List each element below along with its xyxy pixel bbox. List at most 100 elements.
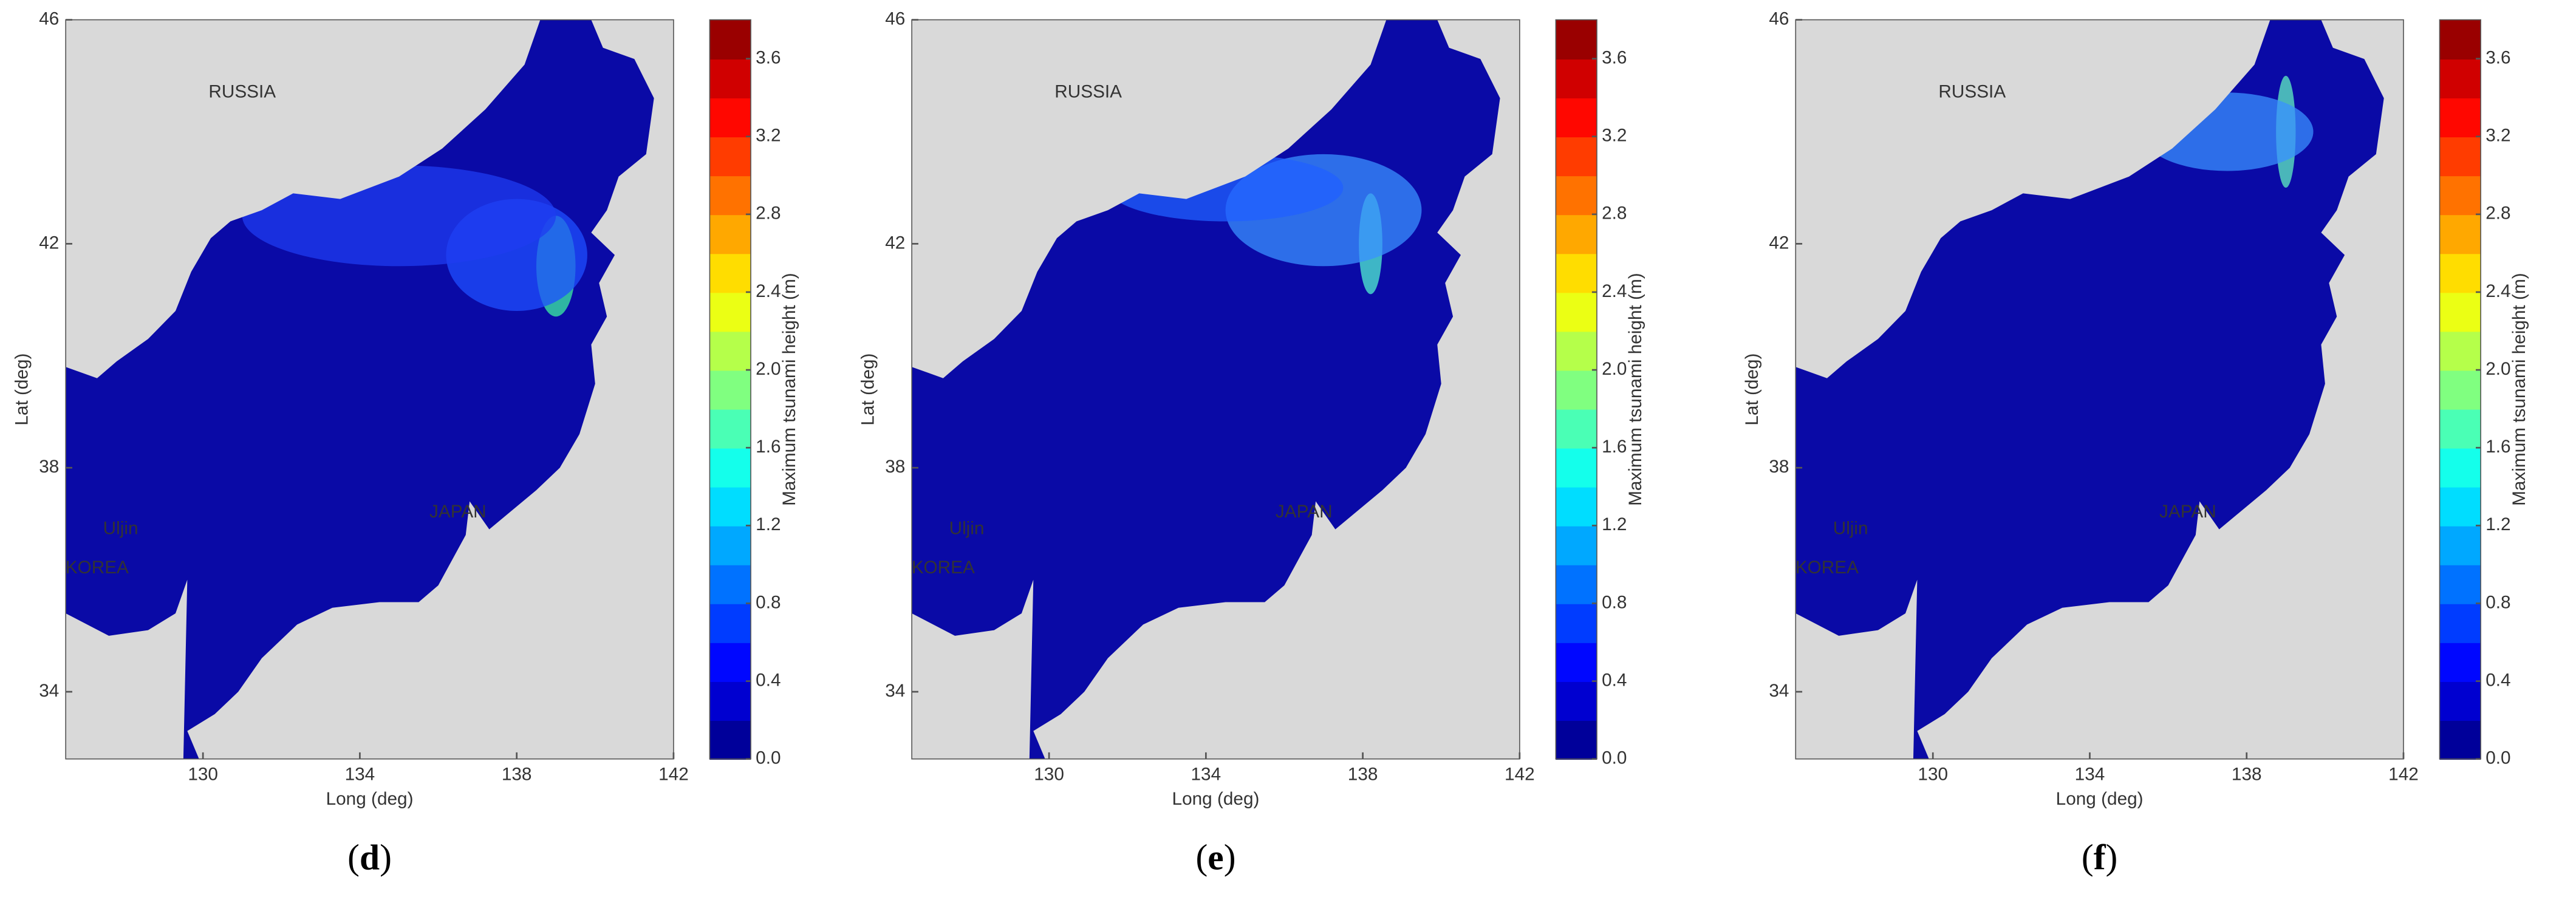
colorbar-segment — [1556, 19, 1597, 60]
place-label: KOREA — [912, 558, 975, 578]
colorbar-tick-label: 2.8 — [1602, 203, 1627, 223]
colorbar-segment — [1556, 564, 1597, 604]
plot-frame — [65, 19, 674, 760]
colorbar-segment — [1556, 642, 1597, 682]
colorbar-frame — [2439, 19, 2481, 760]
map — [1795, 19, 2404, 759]
map-panel: 130 134 138 142 34 38 42 46 Long (deg) Lat (deg) R… — [1742, 9, 2529, 877]
y-axis-label: Lat (deg) — [1742, 353, 1762, 426]
y-tick-label: 46 — [39, 9, 59, 29]
x-axis-label: Long (deg) — [1172, 789, 1260, 809]
place-label: Uljin — [1833, 519, 1868, 539]
colorbar-tick-label: 1.2 — [2485, 514, 2510, 534]
y-tick-label: 34 — [885, 681, 905, 701]
colorbar-tick-label: 0.0 — [2485, 748, 2510, 768]
colorbar-segment — [709, 253, 751, 293]
colorbar-segment — [709, 214, 751, 254]
colorbar-tick-label: 2.4 — [1602, 281, 1627, 301]
y-tick-label: 42 — [39, 233, 59, 253]
land — [912, 579, 1034, 759]
colorbar-tick-label: 2.0 — [2485, 359, 2510, 379]
colorbar-tick-label: 2.0 — [756, 359, 781, 379]
colorbar-segment — [2439, 19, 2481, 60]
colorbar-segment — [709, 603, 751, 643]
colorbar-tick-label: 2.8 — [756, 203, 781, 223]
x-tick-label: 142 — [1505, 765, 1535, 785]
colorbar-segment — [1556, 253, 1597, 293]
land — [1795, 19, 2270, 378]
y-axis-label: Lat (deg) — [12, 353, 32, 426]
colorbar-segment — [2439, 370, 2481, 410]
colorbar-segment — [1556, 370, 1597, 410]
colorbar-tick-label: 1.6 — [2485, 437, 2510, 457]
colorbar-tick-label: 0.4 — [756, 670, 781, 690]
x-tick-label: 138 — [502, 765, 532, 785]
place-label: JAPAN — [429, 502, 487, 522]
x-tick-label: 142 — [2388, 765, 2419, 785]
x-tick-label: 138 — [1348, 765, 1378, 785]
place-label: JAPAN — [1276, 502, 1333, 522]
panel-label: (d) — [347, 837, 392, 877]
y-tick-label: 38 — [39, 457, 59, 477]
y-tick-label: 42 — [1769, 233, 1789, 253]
colorbar-frame — [709, 19, 751, 760]
colorbar-segment — [709, 58, 751, 99]
colorbar-segment — [709, 448, 751, 488]
colorbar-tick-label: 0.8 — [2485, 592, 2510, 612]
colorbar-segment — [2439, 720, 2481, 760]
colorbar-segment — [1556, 486, 1597, 527]
land — [1795, 579, 1918, 759]
place-label: RUSSIA — [1938, 81, 2006, 101]
colorbar-tick-label: 3.6 — [1602, 47, 1627, 67]
colorbar-tick-label: 3.6 — [756, 47, 781, 67]
colorbar-segment — [2439, 214, 2481, 254]
colorbar-segment — [2439, 136, 2481, 177]
colorbar-segment — [2439, 175, 2481, 216]
colorbar-tick-label: 0.8 — [1602, 592, 1627, 612]
map-panel: 130 134 138 142 34 38 42 46 Long (deg) Lat (deg) R… — [12, 9, 799, 877]
colorbar-tick-label: 0.0 — [756, 748, 781, 768]
colorbar-tick-label: 0.0 — [1602, 748, 1627, 768]
colorbar-segment — [2439, 409, 2481, 449]
colorbar-tick-label: 2.4 — [2485, 281, 2510, 301]
plot-frame — [1795, 19, 2404, 760]
colorbar-segment — [2439, 292, 2481, 332]
colorbar-segment — [2439, 603, 2481, 643]
colorbar-segment — [709, 175, 751, 216]
colorbar-segment — [709, 525, 751, 565]
colorbar-segment — [709, 486, 751, 527]
colorbar-segment — [1556, 58, 1597, 99]
colorbar-label: Maximum tsunami height (m) — [779, 273, 799, 506]
colorbar-segment — [1556, 409, 1597, 449]
x-tick-label: 134 — [1191, 765, 1221, 785]
place-label: RUSSIA — [1054, 81, 1122, 101]
colorbar-segment — [709, 642, 751, 682]
colorbar-segment — [1556, 292, 1597, 332]
colorbar-tick-label: 1.6 — [756, 437, 781, 457]
colorbar-tick-label: 3.2 — [1602, 126, 1627, 146]
colorbar-tick-label: 1.6 — [1602, 437, 1627, 457]
panel-label: (f) — [2082, 837, 2117, 877]
colorbar-segment — [1556, 331, 1597, 371]
place-label: RUSSIA — [208, 81, 276, 101]
colorbar-segment — [1556, 97, 1597, 138]
colorbar-segment — [1556, 175, 1597, 216]
colorbar-segment — [709, 720, 751, 760]
colorbar-segment — [1556, 214, 1597, 254]
colorbar-segment — [709, 409, 751, 449]
land — [66, 579, 188, 759]
land — [66, 19, 541, 378]
colorbar-segment — [2439, 448, 2481, 488]
colorbar-segment — [709, 97, 751, 138]
colorbar-segment — [2439, 681, 2481, 721]
x-axis-label: Long (deg) — [2056, 789, 2144, 809]
colorbar-tick-label: 1.2 — [1602, 514, 1627, 534]
y-tick-label: 34 — [39, 681, 59, 701]
x-axis-label: Long (deg) — [326, 789, 414, 809]
colorbar-segment — [1556, 681, 1597, 721]
panel-label: (e) — [1195, 837, 1235, 877]
colorbar-tick-label: 0.8 — [756, 592, 781, 612]
colorbar-label: Maximum tsunami height (m) — [2509, 273, 2529, 506]
y-tick-label: 38 — [1769, 457, 1789, 477]
